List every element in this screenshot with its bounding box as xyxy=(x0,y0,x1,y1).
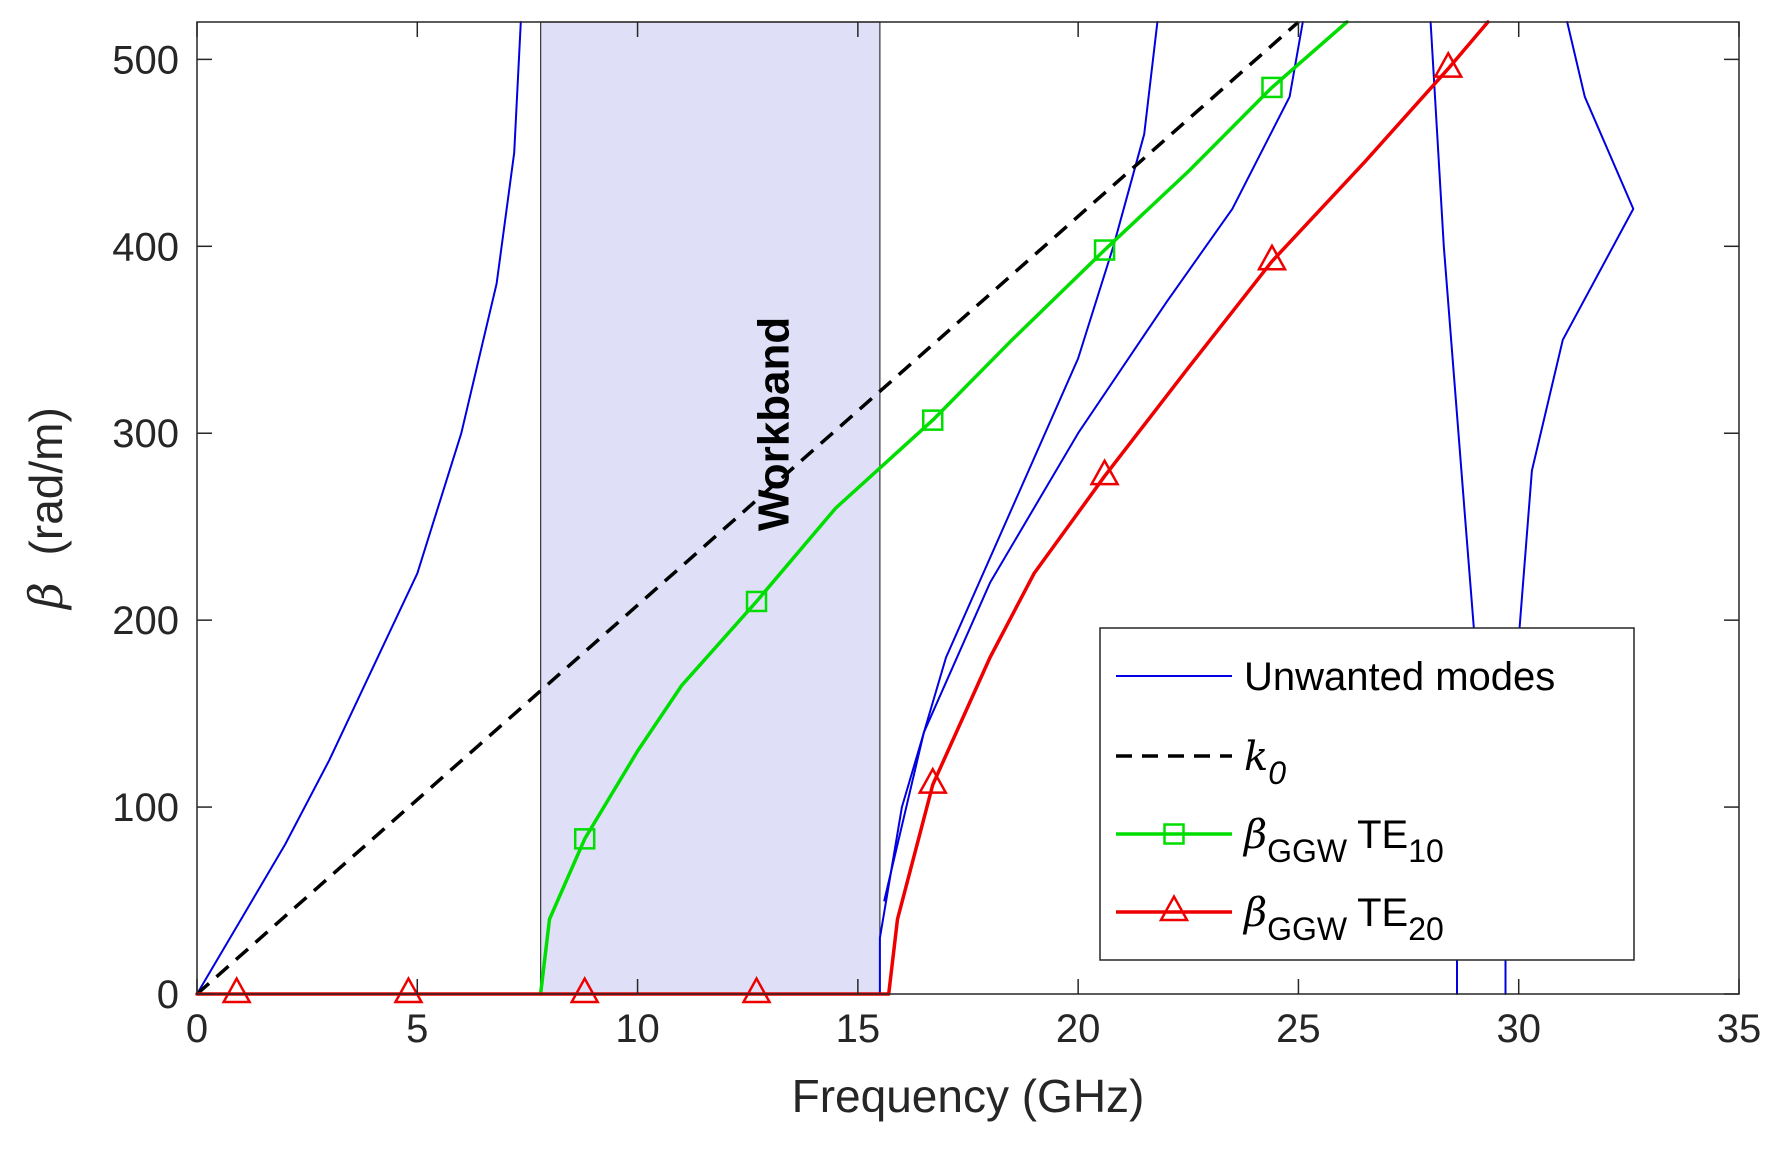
x-tick-label-6: 30 xyxy=(1496,1007,1541,1051)
series-line-te20-0 xyxy=(195,20,1490,996)
te20-marker-0 xyxy=(221,975,252,1004)
legend-label-te10: βGGW TE10 xyxy=(1242,812,1444,869)
series-line-unwanted-0 xyxy=(196,21,522,995)
workband-label: Workband xyxy=(749,317,798,531)
x-tick-label-0: 0 xyxy=(186,1007,208,1051)
series-line-unwanted-2 xyxy=(883,21,1304,902)
legend-symbol-te10: β xyxy=(1242,812,1267,858)
te10-marker-3 xyxy=(1093,239,1116,261)
y-tick-label-5: 500 xyxy=(112,38,179,82)
te20-marker-4 xyxy=(917,766,948,794)
series-line-unwanted-3 xyxy=(1429,21,1476,640)
legend-symbol-k0: k xyxy=(1244,734,1268,780)
te20-marker-1 xyxy=(393,975,424,1004)
legend-mode-te10: TE xyxy=(1357,813,1408,857)
x-tick-label-2: 10 xyxy=(615,1007,660,1051)
legend-marker-te10 xyxy=(1163,823,1185,845)
y-tick-label-2: 200 xyxy=(112,599,179,643)
workband-layer: Workband xyxy=(540,21,881,995)
te10-marker-2 xyxy=(922,409,944,431)
series-layer xyxy=(195,20,1635,1004)
x-tick-label-5: 25 xyxy=(1276,1007,1321,1051)
x-tick-label-4: 20 xyxy=(1056,1007,1101,1051)
te20-marker-7 xyxy=(1433,50,1464,78)
legend-subscript-k0: 0 xyxy=(1268,755,1286,791)
te20-marker-2 xyxy=(569,975,600,1004)
y-axis-label-unit: (rad/m) xyxy=(20,407,72,555)
legend-subscript-te10: GGW xyxy=(1267,833,1348,869)
series-line-k0-0 xyxy=(195,20,1300,996)
legend-mode-subscript-te20: 20 xyxy=(1408,911,1444,947)
te10-marker-4 xyxy=(1261,76,1283,99)
legend-subscript-te20: GGW xyxy=(1267,911,1348,947)
x-tick-label-3: 15 xyxy=(836,1007,881,1051)
legend-label-unwanted: Unwanted modes xyxy=(1244,655,1555,699)
legend-label-k0: k0 xyxy=(1244,734,1286,791)
workband-rect xyxy=(540,21,881,995)
y-axis-label-symbol: β xyxy=(19,582,73,611)
x-tick-label-1: 5 xyxy=(406,1007,428,1051)
plot-frame xyxy=(196,21,1740,995)
legend-symbol-te20: β xyxy=(1242,890,1267,936)
legend-mode-subscript-te10: 10 xyxy=(1408,833,1444,869)
legend-box xyxy=(1099,627,1635,961)
series-line-unwanted-1 xyxy=(878,21,1159,995)
y-tick-label-1: 100 xyxy=(112,786,179,830)
y-tick-label-3: 300 xyxy=(112,412,179,456)
x-tick-label-7: 35 xyxy=(1717,1007,1762,1051)
te20-marker-5 xyxy=(1089,458,1120,486)
te10-marker-1 xyxy=(745,590,768,613)
te20-marker-6 xyxy=(1256,243,1288,271)
y-axis-label: β (rad/m) xyxy=(19,407,73,611)
legend-marker-te20 xyxy=(1158,893,1190,922)
series-line-unwanted-6 xyxy=(1517,21,1635,640)
te20-marker-3 xyxy=(741,975,772,1004)
legend-label-te20: βGGW TE20 xyxy=(1242,890,1444,947)
y-tick-label-4: 400 xyxy=(112,225,179,269)
x-axis-label: Frequency (GHz) xyxy=(792,1070,1145,1122)
legend-mode-te20: TE xyxy=(1357,891,1408,935)
y-tick-label-0: 0 xyxy=(157,973,179,1017)
series-line-te10-0 xyxy=(538,20,1349,996)
te10-marker-0 xyxy=(573,828,596,850)
